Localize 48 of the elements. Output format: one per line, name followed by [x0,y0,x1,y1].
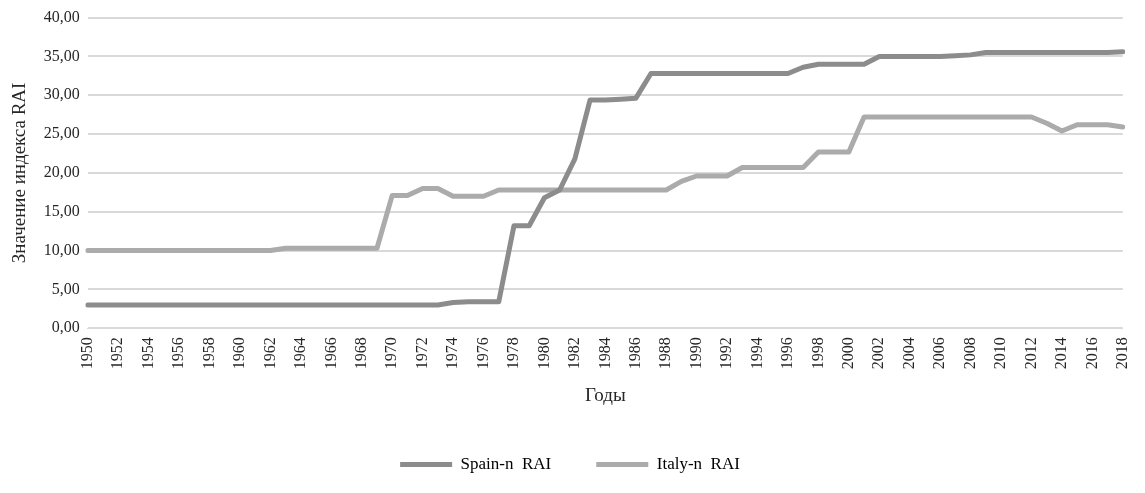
x-tick-label: 2004 [899,337,917,370]
x-tick-label: 1986 [625,337,643,370]
y-tick-label: 15,00 [43,201,80,219]
x-tick-label: 2000 [839,337,857,370]
x-tick-label: 1976 [473,337,491,370]
x-tick-label: 2018 [1113,337,1130,370]
x-tick-label: 1952 [108,337,126,370]
x-tick-label: 2006 [930,337,948,370]
y-tick-label: 35,00 [43,46,80,64]
x-tick-label: 2016 [1082,337,1100,370]
x-tick-label: 1970 [382,337,400,370]
legend-label: Italy-n RAI [656,453,741,473]
x-tick-label: 1962 [260,337,278,370]
x-tick-label: 1964 [291,337,309,370]
legend-label: Spain-n RAI [460,453,552,473]
x-tick-label: 1958 [199,337,217,370]
x-tick-label: 1966 [321,337,339,370]
x-tick-label: 2014 [1052,337,1070,370]
x-tick-label: 1978 [504,337,522,370]
x-tick-label: 1994 [747,337,765,370]
x-tick-label: 1968 [351,337,369,370]
y-tick-label: 40,00 [43,7,80,25]
x-tick-label: 1972 [412,337,430,370]
x-tick-label: 1974 [443,337,461,370]
y-tick-label: 5,00 [51,279,80,297]
x-tick-label: 2008 [960,337,978,370]
x-tick-label: 2002 [869,337,887,370]
x-tick-label: 1996 [778,337,796,370]
x-tick-label: 2012 [1021,337,1039,370]
x-tick-label: 1990 [686,337,704,370]
x-axis-title: Годы [584,383,626,405]
x-tick-label: 1960 [230,337,248,370]
x-tick-label: 1998 [808,337,826,370]
x-tick-label: 1988 [656,337,674,370]
x-tick-label: 1980 [534,337,552,370]
y-tick-label: 10,00 [43,240,80,258]
y-tick-label: 25,00 [43,124,80,142]
y-tick-label: 0,00 [51,318,80,336]
x-tick-label: 1950 [78,337,95,370]
x-tick-label: 2010 [991,337,1009,370]
y-axis-title: Значение индекса RAI [8,82,30,264]
x-tick-label: 1992 [717,337,735,370]
x-tick-label: 1982 [565,337,583,370]
x-tick-label: 1956 [169,337,187,370]
x-tick-label: 1954 [138,337,156,370]
x-tick-label: 1984 [595,337,613,370]
y-tick-label: 20,00 [43,163,80,181]
y-tick-label: 30,00 [43,85,80,103]
